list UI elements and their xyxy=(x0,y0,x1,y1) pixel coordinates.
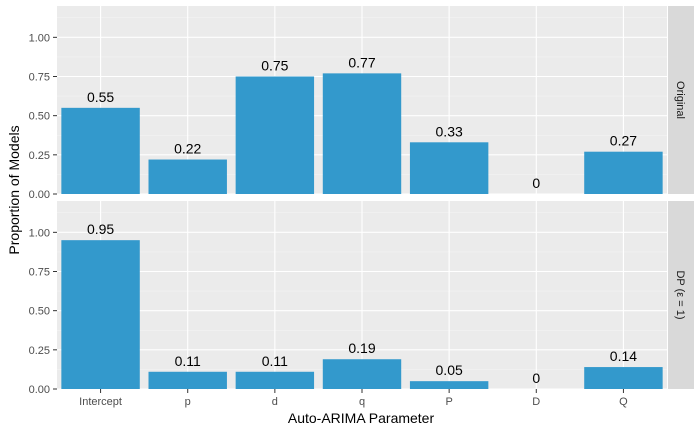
facet-strip xyxy=(668,201,694,389)
bar-intercept xyxy=(61,107,140,194)
bar-q xyxy=(584,367,663,389)
x-tick-label: D xyxy=(532,396,540,408)
facet-strip xyxy=(668,6,694,194)
x-tick-label: p xyxy=(185,396,191,408)
bar-value-label: 0.77 xyxy=(348,54,375,70)
x-axis-title: Auto-ARIMA Parameter xyxy=(288,410,435,426)
bar-d xyxy=(235,371,315,389)
y-tick-label: 0.25 xyxy=(29,150,50,162)
bar-value-label: 0.11 xyxy=(262,353,288,369)
x-axis: Intercept p d q P D Q xyxy=(79,389,628,408)
y-tick-label: 0.50 xyxy=(29,111,50,123)
y-tick-label: 0.75 xyxy=(29,267,50,279)
y-tick-label: 0.50 xyxy=(29,306,50,318)
chart-panels: 0.00 0.25 0.50 0.75 1.00 0.55 0.22 0.75 0.77 0.33… xyxy=(29,6,694,396)
bar-value-label: 0.33 xyxy=(436,123,463,139)
bar-value-label: 0.19 xyxy=(348,340,375,356)
facet-panel: 0.00 0.25 0.50 0.75 1.00 0.95 0.11 0.11 0.19 0.05… xyxy=(29,201,694,396)
y-tick-label: 1.00 xyxy=(29,32,50,44)
bar-value-label: 0.75 xyxy=(261,58,288,74)
y-tick-label: 0.00 xyxy=(29,384,50,396)
x-tick-label: Intercept xyxy=(79,396,122,408)
x-tick-label: d xyxy=(272,396,278,408)
y-tick-label: 0.00 xyxy=(29,189,50,201)
x-tick-label: P xyxy=(445,396,452,408)
bar-value-label: 0.55 xyxy=(87,89,114,105)
bar-q xyxy=(584,151,663,194)
bar-d xyxy=(235,76,315,194)
bar-p xyxy=(409,381,489,389)
bar-intercept xyxy=(61,240,140,389)
y-axis-title: Proportion of Models xyxy=(6,125,22,254)
bar-value-label: 0.22 xyxy=(174,141,201,157)
bar-value-label: 0 xyxy=(532,175,540,191)
bar-value-label: 0.11 xyxy=(175,353,201,369)
bar-value-label: 0.05 xyxy=(436,362,463,378)
bar-value-label: 0.27 xyxy=(610,133,637,149)
bar-q xyxy=(322,359,402,389)
x-tick-label: Q xyxy=(619,396,628,408)
y-tick-label: 0.75 xyxy=(29,72,50,84)
x-tick-label: q xyxy=(359,396,365,408)
bar-value-label: 0.14 xyxy=(610,348,637,364)
y-tick-label: 1.00 xyxy=(29,227,50,239)
bar-p xyxy=(409,142,489,194)
facet-strip-label: DP (ε = 1) xyxy=(674,270,686,319)
facet-strip-label: Original xyxy=(674,81,686,119)
bar-value-label: 0.95 xyxy=(87,221,114,237)
bar-p xyxy=(148,159,227,194)
facet-panel: 0.00 0.25 0.50 0.75 1.00 0.55 0.22 0.75 0.77 0.33… xyxy=(29,6,694,201)
y-tick-label: 0.25 xyxy=(29,345,50,357)
bar-q xyxy=(322,73,402,194)
bar-p xyxy=(148,371,227,389)
bar-value-label: 0 xyxy=(532,370,540,386)
